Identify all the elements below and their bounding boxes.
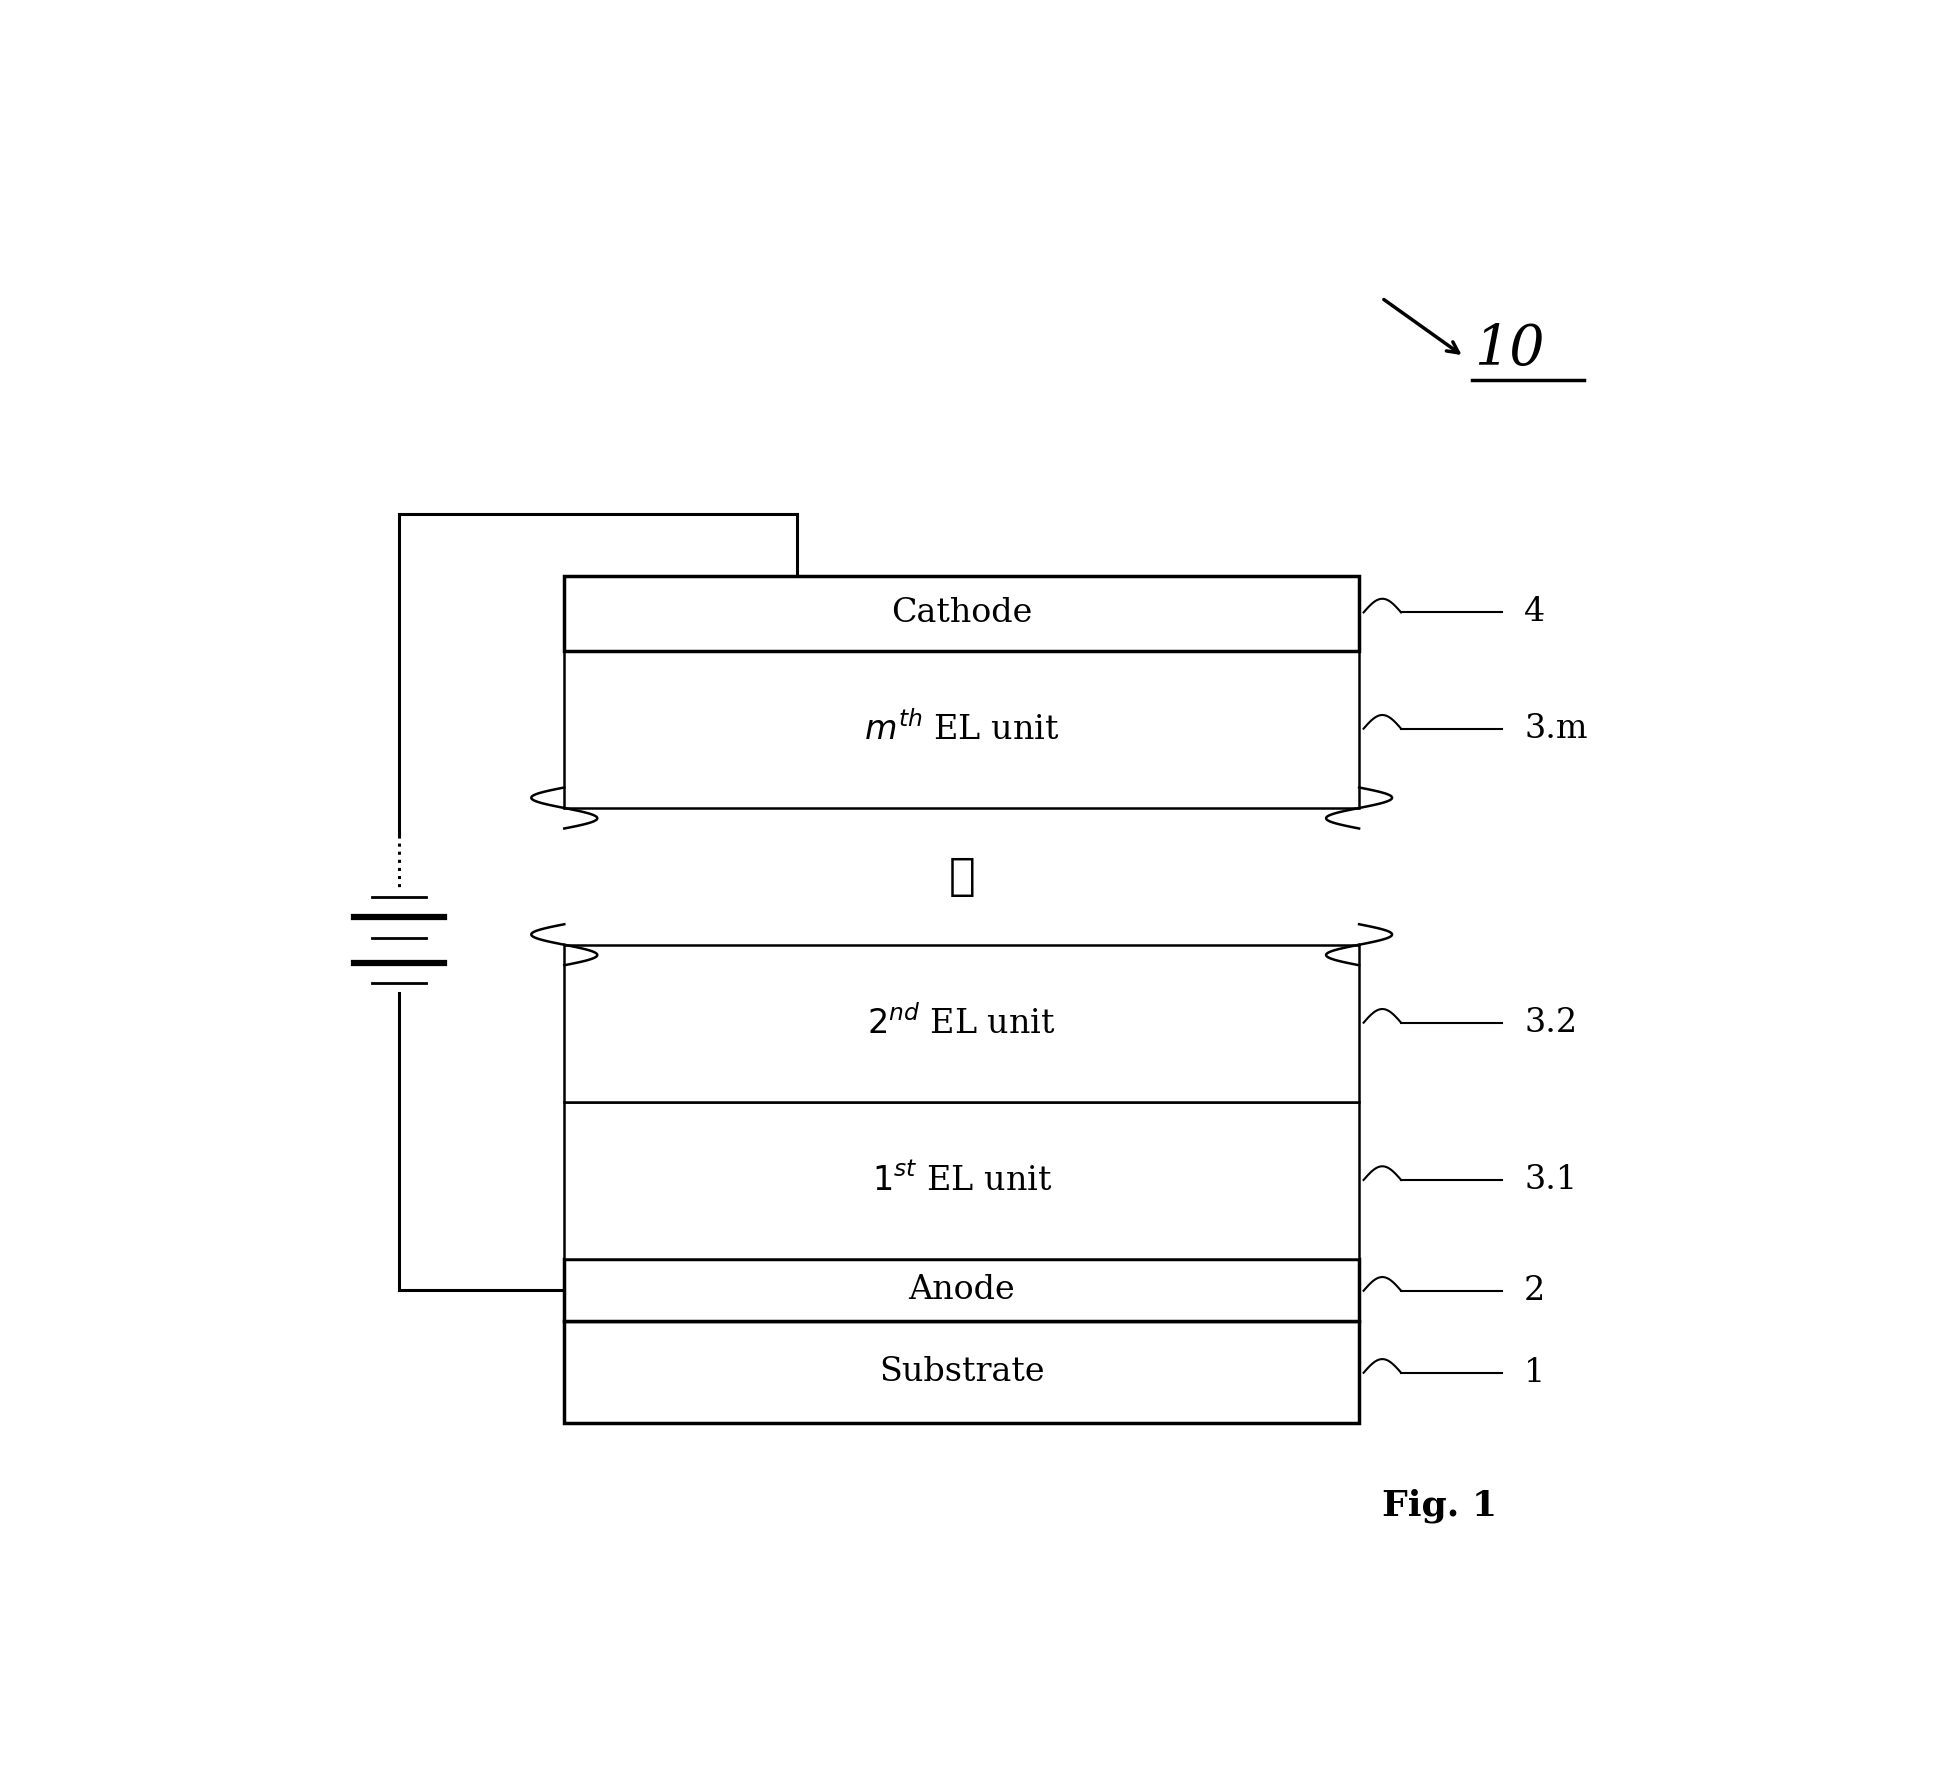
Text: 3.m: 3.m — [1525, 712, 1587, 744]
Text: ⋮: ⋮ — [948, 854, 975, 899]
Text: 10: 10 — [1474, 323, 1544, 377]
Text: Substrate: Substrate — [878, 1357, 1045, 1389]
Bar — [569, 812, 1354, 941]
Bar — [565, 1101, 1358, 1259]
Text: Cathode: Cathode — [890, 597, 1033, 629]
Text: $m^{th}$ EL unit: $m^{th}$ EL unit — [863, 712, 1060, 748]
Bar — [565, 1259, 1358, 1321]
Text: $1^{st}$ EL unit: $1^{st}$ EL unit — [871, 1163, 1053, 1197]
Text: 3.1: 3.1 — [1525, 1163, 1577, 1195]
Bar — [565, 945, 1358, 1101]
Text: 2: 2 — [1525, 1275, 1546, 1307]
Text: 1: 1 — [1525, 1357, 1546, 1389]
Text: Anode: Anode — [908, 1273, 1016, 1305]
Text: $2^{nd}$ EL unit: $2^{nd}$ EL unit — [867, 1005, 1057, 1041]
Bar — [565, 1321, 1358, 1423]
Text: 3.2: 3.2 — [1525, 1007, 1577, 1039]
Bar — [565, 650, 1358, 808]
Text: 4: 4 — [1525, 597, 1546, 629]
Bar — [565, 575, 1358, 650]
Text: Fig. 1: Fig. 1 — [1382, 1488, 1496, 1522]
